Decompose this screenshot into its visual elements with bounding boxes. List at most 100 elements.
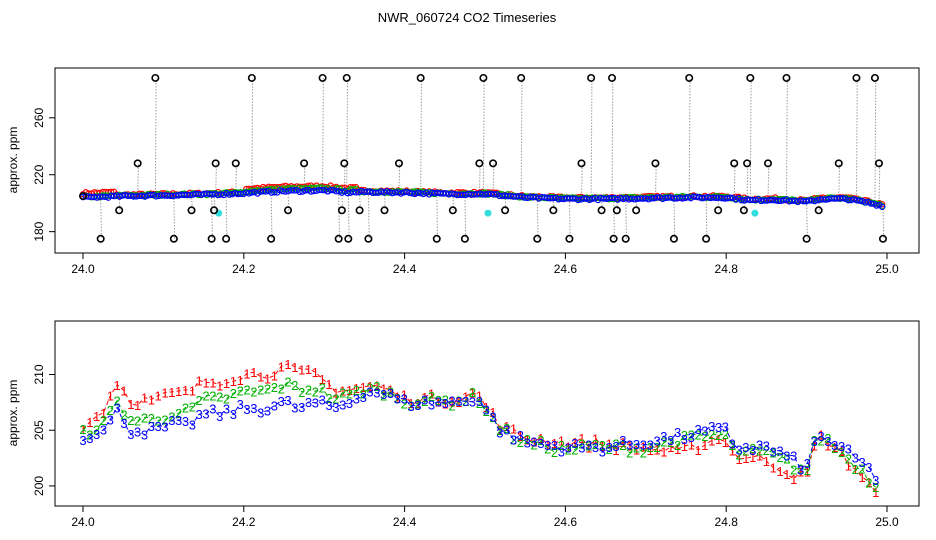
data-point-3 <box>679 195 686 202</box>
series-1-marker: 1 <box>346 383 353 398</box>
series-3-marker: 3 <box>202 406 209 421</box>
series-2-marker: 2 <box>647 440 654 455</box>
series-2-marker: 2 <box>134 414 141 429</box>
series-2-marker: 2 <box>831 441 838 456</box>
x-tick-label: 24.4 <box>393 515 417 529</box>
series-1-marker: 1 <box>824 438 831 453</box>
data-point-3 <box>147 191 154 199</box>
flagged-point <box>764 159 773 168</box>
top-panel-plot-area <box>79 73 887 243</box>
x-tick-label: 24.0 <box>71 515 95 529</box>
flagged-point <box>475 159 484 168</box>
series-2-marker: 2 <box>811 433 818 448</box>
y-tick-label: 210 <box>32 364 46 384</box>
data-point-3 <box>549 194 557 202</box>
series-3-marker: 3 <box>817 429 824 444</box>
series-1-marker: 1 <box>667 440 674 455</box>
x-tick-label: 24.2 <box>232 515 256 529</box>
series-1-marker: 1 <box>325 377 332 392</box>
series-1-marker: 1 <box>380 381 387 396</box>
flagged-point <box>380 206 389 215</box>
series-1-marker: 1 <box>872 485 879 500</box>
series-3-marker: 3 <box>558 444 565 459</box>
series-1-marker: 1 <box>640 440 647 455</box>
series-2-marker: 2 <box>435 393 442 408</box>
series-1-marker: 1 <box>633 443 640 458</box>
data-point-3 <box>653 194 661 201</box>
flagged-point <box>730 159 739 168</box>
series-3-marker: 3 <box>360 390 367 405</box>
series-3-marker: 3 <box>510 433 517 448</box>
series-1-marker: 1 <box>571 435 578 450</box>
flagged-point <box>115 206 124 215</box>
series-2-marker: 2 <box>182 401 189 416</box>
spike-line <box>118 196 121 211</box>
series-2-marker: 2 <box>230 386 237 401</box>
series-1-marker: 1 <box>401 388 408 403</box>
flagged-point <box>609 234 618 243</box>
series-2-marker: 2 <box>237 384 244 399</box>
data-point-3 <box>727 194 734 201</box>
data-point-3 <box>282 188 289 195</box>
data-point-3 <box>878 203 886 211</box>
series-3-marker: 3 <box>790 448 797 463</box>
series-3-marker: 3 <box>633 437 640 452</box>
series-2-marker: 2 <box>216 390 223 405</box>
data-point-3 <box>262 188 270 195</box>
flagged-point <box>267 234 276 243</box>
spike-line <box>874 77 877 205</box>
series-2-marker: 2 <box>414 396 421 411</box>
series-3-marker: 3 <box>489 410 496 425</box>
spike-line <box>520 77 523 198</box>
series-3-marker: 3 <box>524 436 531 451</box>
series-2-marker: 2 <box>319 381 326 396</box>
series-3-marker: 3 <box>141 428 148 443</box>
flagged-point <box>632 206 641 215</box>
series-1-marker: 1 <box>373 378 380 393</box>
series-3-marker: 3 <box>804 456 811 471</box>
series-2-marker: 2 <box>380 389 387 404</box>
flagged-point <box>782 73 791 82</box>
series-2-marker: 2 <box>742 444 749 459</box>
spike-line <box>611 77 614 199</box>
flagged-point <box>517 73 526 82</box>
series-1-marker: 1 <box>407 396 414 411</box>
series-2-marker: 2 <box>168 410 175 425</box>
flagged-point <box>133 159 142 168</box>
series-3-marker: 3 <box>250 401 257 416</box>
series-1-marker: 1 <box>100 406 107 421</box>
series-3-marker: 3 <box>674 425 681 440</box>
x-tick-label: 24.6 <box>554 515 578 529</box>
series-2-marker: 2 <box>551 445 558 460</box>
data-point-3 <box>276 187 284 194</box>
series-3-marker: 3 <box>619 433 626 448</box>
flagged-point <box>743 159 752 168</box>
series-1-marker: 1 <box>168 385 175 400</box>
spike-line <box>137 163 139 196</box>
series-2-marker: 2 <box>722 427 729 442</box>
series-2-marker: 2 <box>407 398 414 413</box>
series-3-marker: 3 <box>114 400 121 415</box>
flagged-point <box>318 73 327 82</box>
bottom-x-axis: 24.0 24.2 24.4 24.6 24.8 25.0 <box>71 505 899 529</box>
flagged-point <box>337 206 346 215</box>
spike-line <box>211 194 213 239</box>
series-3-marker: 3 <box>578 440 585 455</box>
flagged-point <box>702 234 711 243</box>
series-3-marker: 3 <box>189 417 196 432</box>
spike-line <box>746 163 749 200</box>
series-1-marker: 1 <box>558 433 565 448</box>
series-3-marker: 3 <box>366 384 373 399</box>
series-1-marker: 1 <box>476 389 483 404</box>
series-2-marker: 2 <box>346 386 353 401</box>
series-1-marker: 1 <box>599 439 606 454</box>
series-1-marker: 1 <box>578 431 585 446</box>
series-3-marker: 3 <box>264 404 271 419</box>
data-point-3 <box>856 197 863 204</box>
series-2-marker: 2 <box>442 393 449 408</box>
series-2-marker: 2 <box>120 408 127 423</box>
top-panel-frame <box>54 67 920 254</box>
series-1-marker: 1 <box>517 429 524 444</box>
series-2-marker: 2 <box>421 394 428 409</box>
